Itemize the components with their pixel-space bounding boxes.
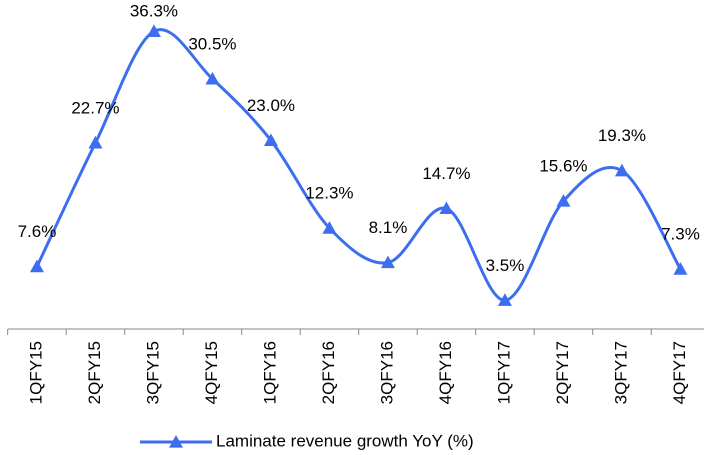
marker [29,259,44,273]
x-tick-label: 4QFY15 [202,341,221,404]
marker [322,221,337,234]
x-tick-label: 3QFY17 [611,341,630,404]
data-label: 7.6% [18,222,57,241]
marker [673,262,688,275]
data-label: 8.1% [369,218,408,237]
marker [556,194,571,207]
marker [380,255,395,269]
data-label: 22.7% [71,98,119,117]
x-tick-label: 1QFY17 [494,341,513,404]
data-label: 36.3% [130,1,178,20]
marker [263,133,278,146]
legend-marker [169,435,183,448]
marker [205,71,220,85]
x-tick-label: 3QFY16 [377,341,396,404]
data-label: 3.5% [486,256,525,275]
x-tick-label: 1QFY16 [260,341,279,404]
data-label: 15.6% [539,157,587,176]
x-tick-label: 4QFY16 [436,341,455,404]
x-tick-label: 1QFY15 [26,341,45,404]
marker [497,293,512,306]
data-label: 12.3% [305,184,353,203]
data-label: 30.5% [188,34,236,53]
data-label: 23.0% [247,96,295,115]
x-tick-label: 3QFY15 [143,341,162,404]
x-tick-label: 2QFY17 [553,341,572,404]
legend-label: Laminate revenue growth YoY (%) [216,431,474,450]
marker [88,135,103,149]
marker [439,201,454,215]
data-label: 7.3% [661,225,700,244]
marker [146,24,161,37]
x-tick-label: 2QFY16 [319,341,338,404]
data-label: 19.3% [598,126,646,145]
data-label: 14.7% [422,164,470,183]
x-tick-label: 2QFY15 [85,341,104,404]
x-tick-label: 4QFY17 [670,341,689,404]
marker [614,163,629,177]
